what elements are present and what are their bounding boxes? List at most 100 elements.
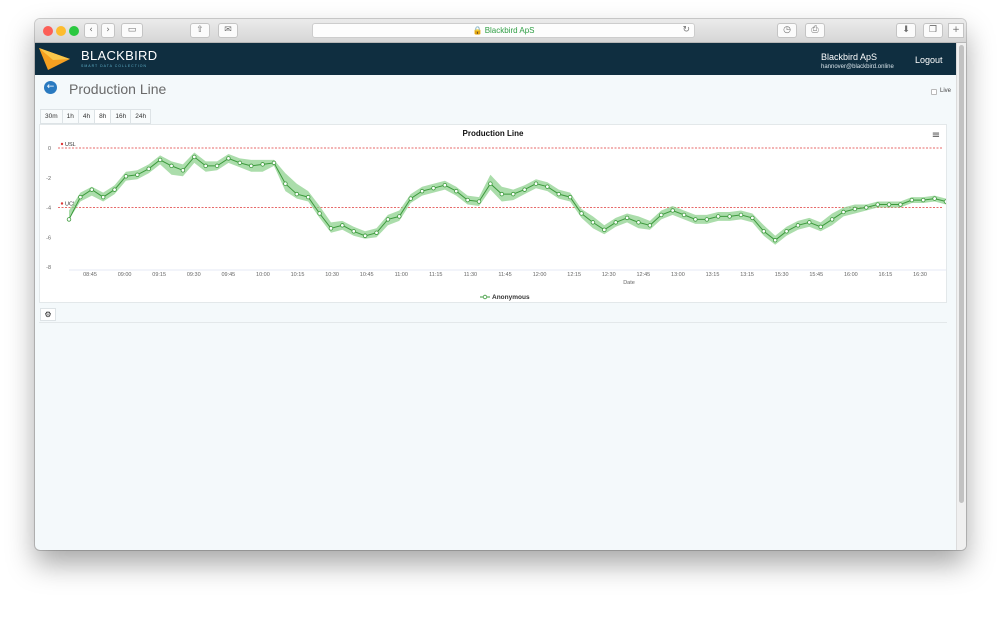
x-tick-label: 08:45	[83, 272, 97, 278]
x-tick-label: 15:30	[775, 272, 789, 278]
data-point	[112, 187, 117, 192]
live-label: Live	[940, 88, 952, 94]
data-point	[271, 160, 277, 166]
account-email: hannover@blackbird.online	[821, 64, 894, 70]
data-point	[943, 199, 946, 204]
address-bar[interactable]: 🔒 Blackbird ApS ↻	[312, 23, 695, 38]
share-icon[interactable]: ⇧	[190, 23, 210, 38]
zoom-window-button[interactable]	[69, 26, 79, 36]
range-tab-8h[interactable]: 8h	[94, 109, 111, 124]
x-tick-label: 11:15	[429, 272, 442, 278]
x-tick-label: 12:00	[533, 272, 547, 278]
data-point	[886, 202, 892, 207]
range-tab-1h[interactable]: 1h	[61, 109, 78, 124]
range-tab-24h[interactable]: 24h	[130, 109, 152, 124]
app-navbar: BLACKBIRD SMART DATA COLLECTION Blackbir…	[35, 43, 956, 75]
range-tab-4h[interactable]: 4h	[77, 109, 95, 124]
data-point	[488, 181, 493, 186]
data-point	[397, 214, 402, 219]
history-icon[interactable]: ◷	[777, 23, 797, 38]
data-point	[602, 227, 607, 233]
data-point	[180, 168, 186, 173]
tabs-overview-icon[interactable]: ❐	[923, 23, 943, 38]
x-tick-label: 09:00	[118, 272, 132, 278]
live-checkbox[interactable]	[931, 89, 937, 95]
back-arrow-icon[interactable]: ‹	[84, 23, 98, 38]
data-point	[385, 217, 391, 222]
scrollbar-thumb[interactable]	[959, 45, 964, 503]
x-tick-label: 12:30	[602, 272, 616, 278]
x-tick-label: 16:00	[844, 272, 858, 278]
close-window-button[interactable]	[43, 26, 53, 36]
data-point	[442, 182, 448, 188]
data-point	[351, 229, 356, 234]
data-point	[852, 206, 858, 212]
reference-label-ucl: UCL	[65, 202, 76, 208]
sidebar-toggle-icon[interactable]: ▭	[121, 23, 143, 38]
data-point	[249, 163, 254, 169]
x-tick-label: 09:15	[152, 272, 166, 278]
range-tab-16h[interactable]: 16h	[110, 109, 131, 124]
forward-arrow-icon[interactable]: ›	[101, 23, 115, 38]
data-point	[704, 217, 710, 222]
data-point	[693, 217, 698, 222]
x-tick-label: 12:15	[567, 272, 581, 278]
data-point	[157, 157, 163, 163]
data-point	[192, 154, 197, 160]
browser-toolbar: ‹ › ▭ ⇧ ✉ 🔒 Blackbird ApS ↻ ◷ ⎙ ⬇ ❐ +	[35, 19, 966, 43]
reference-marker	[60, 142, 64, 146]
range-tab-30m[interactable]: 30m	[40, 109, 62, 124]
data-point	[841, 209, 846, 215]
lock-icon: 🔒	[472, 26, 483, 35]
data-point	[66, 217, 72, 222]
logout-link[interactable]: Logout	[915, 55, 943, 65]
data-point	[89, 187, 94, 192]
data-point	[590, 220, 596, 225]
data-point	[647, 223, 653, 228]
mail-icon[interactable]: ✉	[218, 23, 238, 38]
series-range-band	[69, 152, 946, 245]
data-point	[305, 194, 311, 200]
hamburger-menu-icon[interactable]: ≡	[932, 130, 940, 141]
data-point	[340, 223, 345, 228]
data-point	[761, 229, 766, 234]
reference-label-usl: USL	[65, 142, 76, 148]
data-point	[135, 172, 140, 177]
data-point	[567, 194, 573, 200]
data-point	[100, 194, 106, 200]
data-point	[533, 181, 539, 186]
y-tick-label: -2	[46, 176, 51, 182]
back-circle-icon[interactable]: ←	[44, 81, 57, 94]
reference-marker	[60, 202, 64, 205]
data-point	[476, 199, 482, 204]
data-point	[237, 160, 243, 166]
page-scrollbar[interactable]	[956, 43, 966, 550]
minimize-window-button[interactable]	[56, 26, 66, 36]
print-icon[interactable]: ⎙	[805, 23, 825, 38]
data-point	[636, 220, 641, 225]
data-point	[772, 238, 778, 243]
brand-name[interactable]: BLACKBIRD	[81, 48, 158, 63]
data-point	[738, 212, 744, 218]
legend-marker	[482, 294, 488, 300]
data-point	[78, 194, 83, 200]
downloads-icon[interactable]: ⬇	[896, 23, 916, 38]
reload-icon[interactable]: ↻	[682, 25, 690, 35]
data-point	[522, 187, 527, 192]
brand-tagline: SMART DATA COLLECTION	[81, 64, 148, 68]
data-point	[898, 202, 903, 207]
time-range-tabs: 30m 1h 4h 8h 16h 24h	[40, 109, 152, 124]
x-tick-label: 09:45	[221, 272, 235, 278]
data-point	[932, 196, 937, 201]
data-point	[146, 166, 151, 172]
new-tab-icon[interactable]: +	[948, 23, 964, 38]
x-tick-label: 10:15	[291, 272, 305, 278]
blackbird-logo-icon[interactable]	[39, 48, 71, 70]
data-point	[795, 223, 801, 228]
gear-icon[interactable]: ⚙	[40, 308, 56, 321]
legend-item-anonymous[interactable]: Anonymous	[492, 294, 530, 301]
data-point	[203, 163, 208, 169]
y-tick-label: -4	[46, 206, 51, 212]
data-point	[465, 197, 470, 203]
data-point	[260, 162, 265, 167]
